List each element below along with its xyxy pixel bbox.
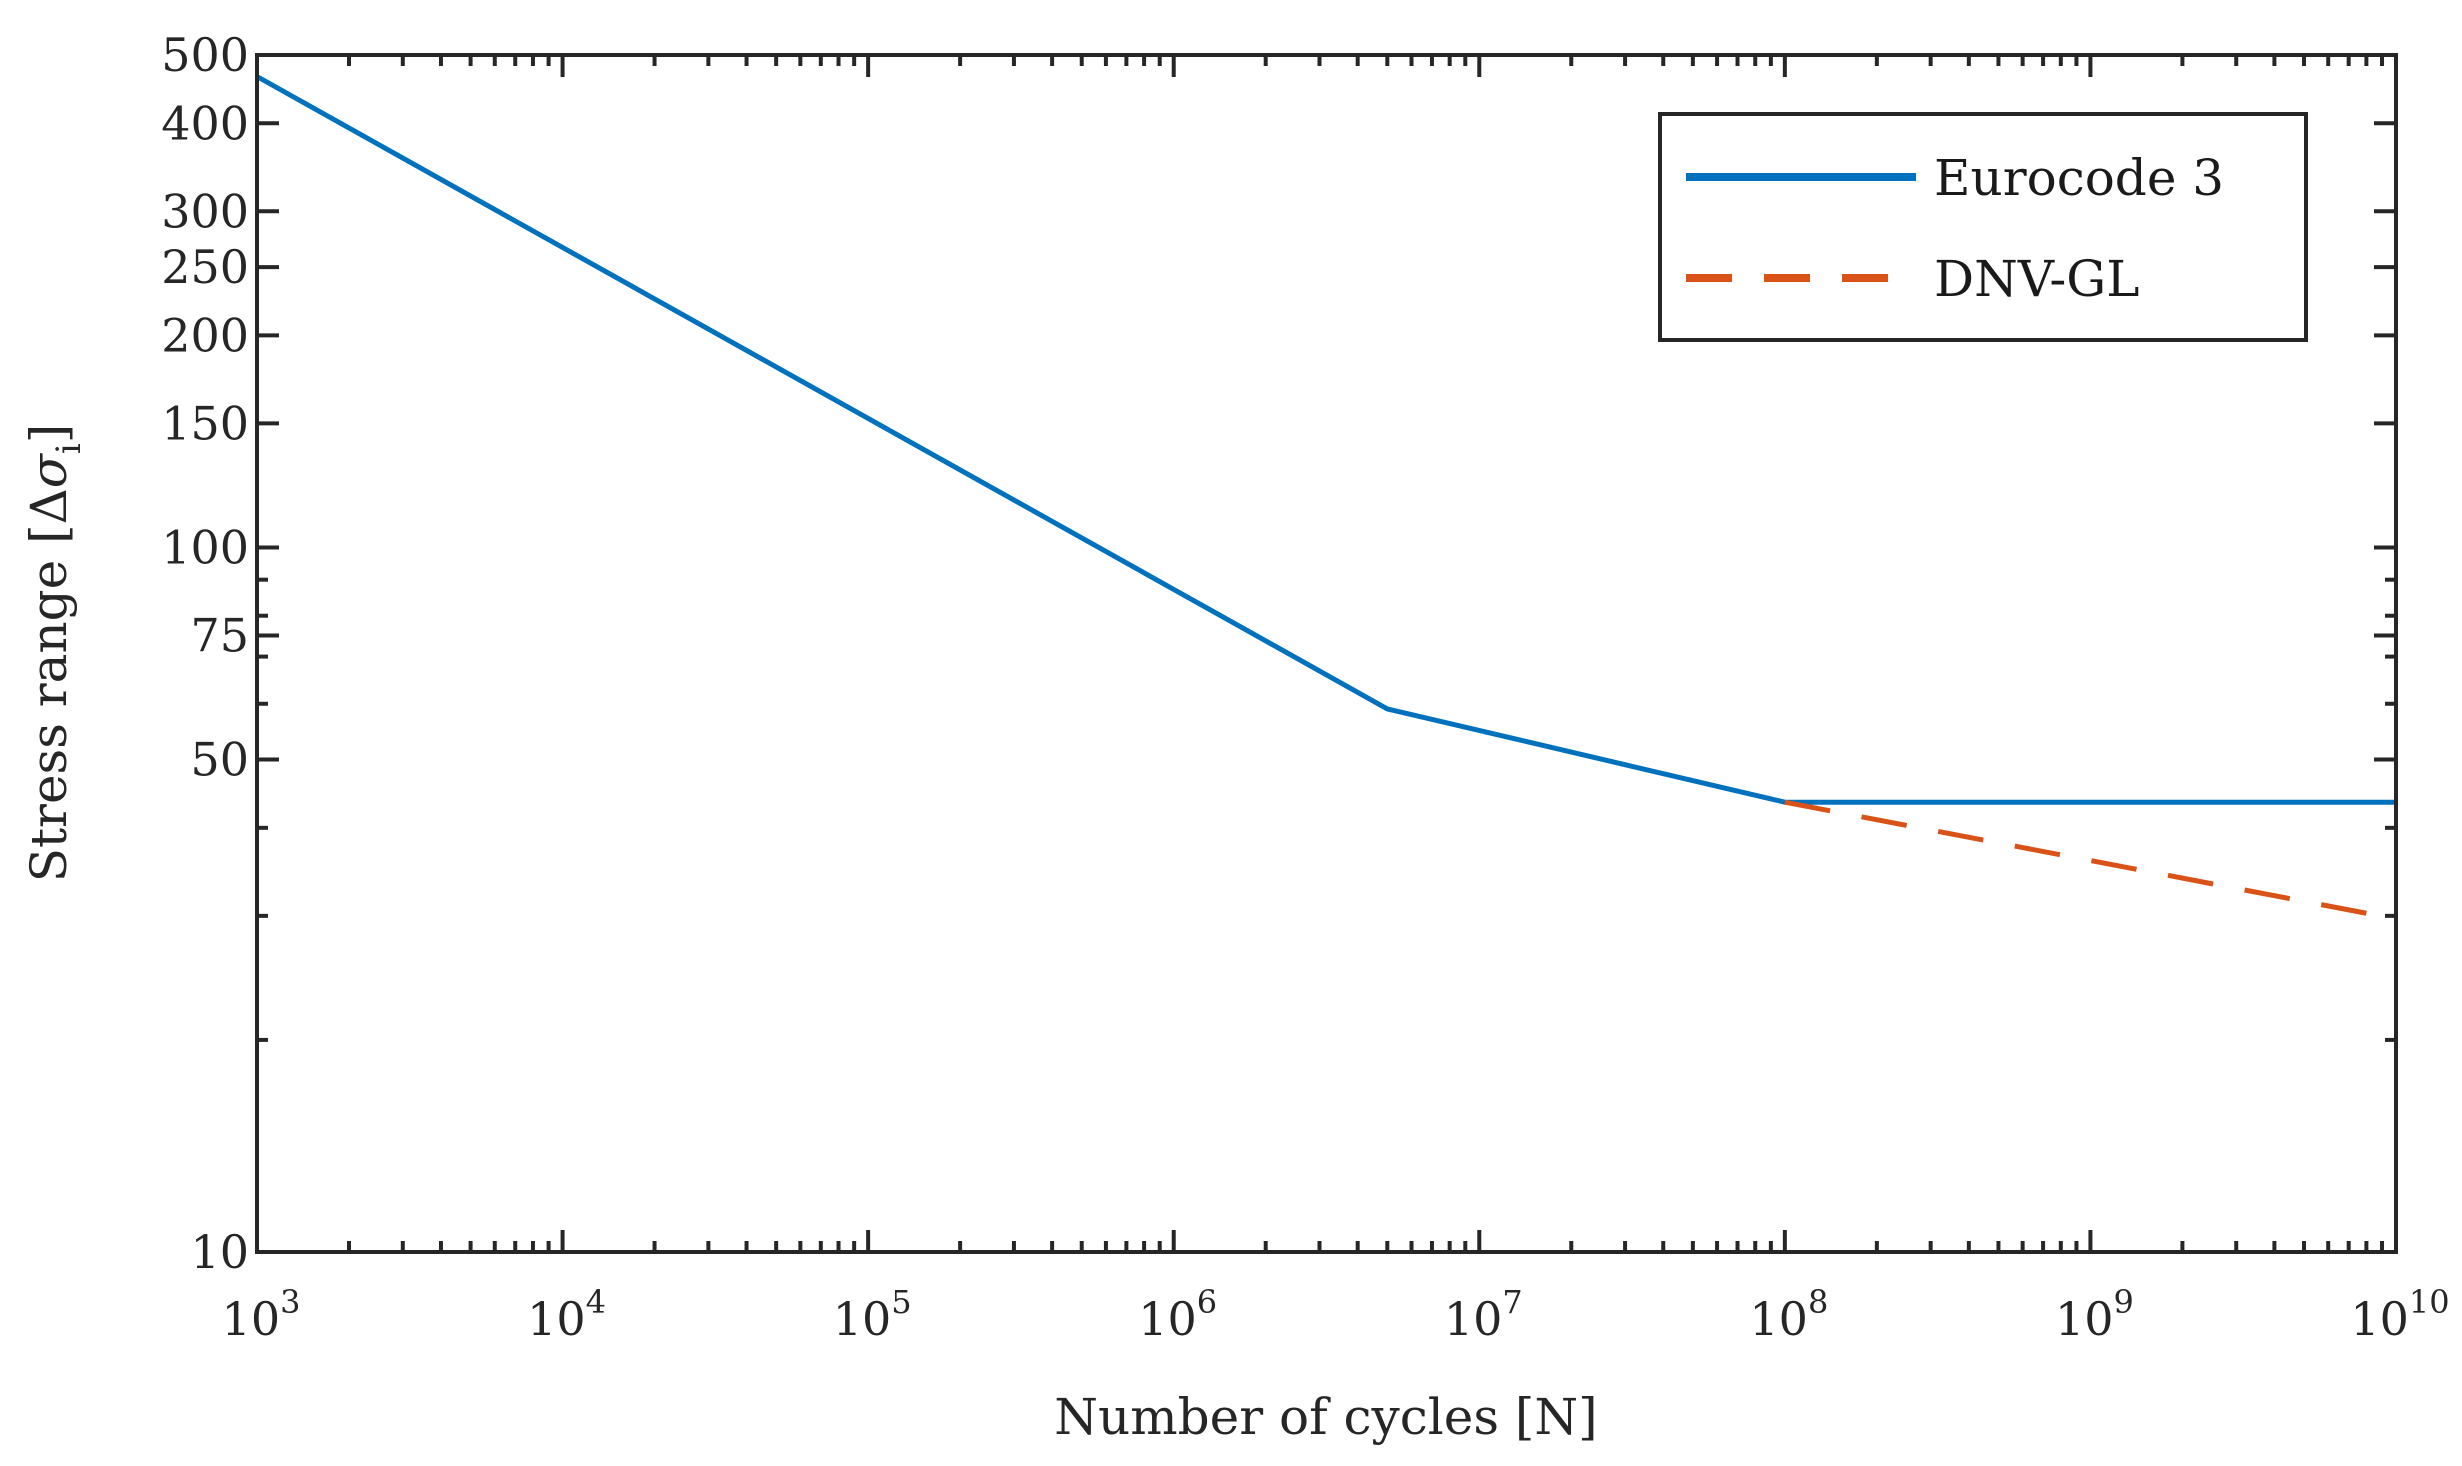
x-tick-label-base: 10 — [1749, 1292, 1808, 1346]
series-line-dnv-gl — [1784, 799, 2397, 922]
y-tick-label: 10 — [190, 1225, 249, 1279]
x-tick-label: 106 — [1138, 1283, 1217, 1346]
y-tick-label: 250 — [161, 240, 249, 294]
legend-label-eurocode-3: Eurocode 3 — [1934, 149, 2224, 207]
y-tick-label: 50 — [190, 733, 249, 787]
x-tick-label-base: 10 — [2055, 1292, 2114, 1346]
x-tick-label: 105 — [833, 1283, 912, 1346]
x-tick-label-exponent: 3 — [280, 1283, 300, 1321]
y-tick-label: 300 — [161, 184, 249, 238]
y-axis-label-subscript: i — [49, 443, 89, 454]
y-axis-label: Stress range [Δσi] — [20, 424, 89, 883]
x-tick-label-exponent: 8 — [1808, 1283, 1828, 1321]
x-tick-labels: 103 104 105 106 107 108 109 1010 — [222, 1283, 2450, 1346]
x-tick-label-exponent: 4 — [586, 1283, 606, 1321]
y-axis-label-sigma: σ — [20, 452, 78, 488]
y-tick-label: 75 — [190, 608, 249, 662]
x-tick-label-base: 10 — [1138, 1292, 1197, 1346]
x-tick-label: 108 — [1749, 1283, 1828, 1346]
legend-box — [1658, 112, 2308, 342]
x-tick-label-exponent: 9 — [2114, 1283, 2134, 1321]
x-tick-label-base: 10 — [222, 1292, 281, 1346]
x-axis-label: Number of cycles [N] — [1054, 1388, 1597, 1446]
x-tick-label: 1010 — [2350, 1283, 2449, 1346]
x-tick-label-base: 10 — [1444, 1292, 1503, 1346]
x-tick-label-base: 10 — [527, 1292, 586, 1346]
x-tick-label: 103 — [222, 1283, 301, 1346]
x-tick-label-base: 10 — [833, 1292, 892, 1346]
x-tick-label-exponent: 6 — [1197, 1283, 1217, 1321]
plot-frame — [255, 53, 2398, 1254]
legend: Eurocode 3 DNV-GL — [1658, 112, 2308, 342]
x-tick-label: 104 — [527, 1283, 606, 1346]
x-tick-label-base: 10 — [2350, 1292, 2409, 1346]
y-axis-label-suffix: ] — [20, 424, 78, 444]
x-tick-label-exponent: 5 — [891, 1283, 911, 1321]
x-tick-label-exponent: 10 — [2409, 1283, 2450, 1321]
y-tick-label: 150 — [161, 396, 249, 450]
y-axis-label-prefix: Stress range [Δ — [20, 488, 78, 882]
series-line-eurocode-3 — [255, 74, 2396, 805]
x-tick-label: 107 — [1444, 1283, 1523, 1346]
y-tick-label: 200 — [161, 308, 249, 362]
y-tick-label: 100 — [161, 520, 249, 574]
legend-label-dnv-gl: DNV-GL — [1934, 250, 2139, 308]
x-tick-label: 109 — [2055, 1283, 2134, 1346]
series-layer — [255, 74, 2397, 922]
y-tick-label: 400 — [161, 96, 249, 150]
x-tick-label-exponent: 7 — [1502, 1283, 1522, 1321]
y-tick-label: 500 — [161, 28, 249, 82]
